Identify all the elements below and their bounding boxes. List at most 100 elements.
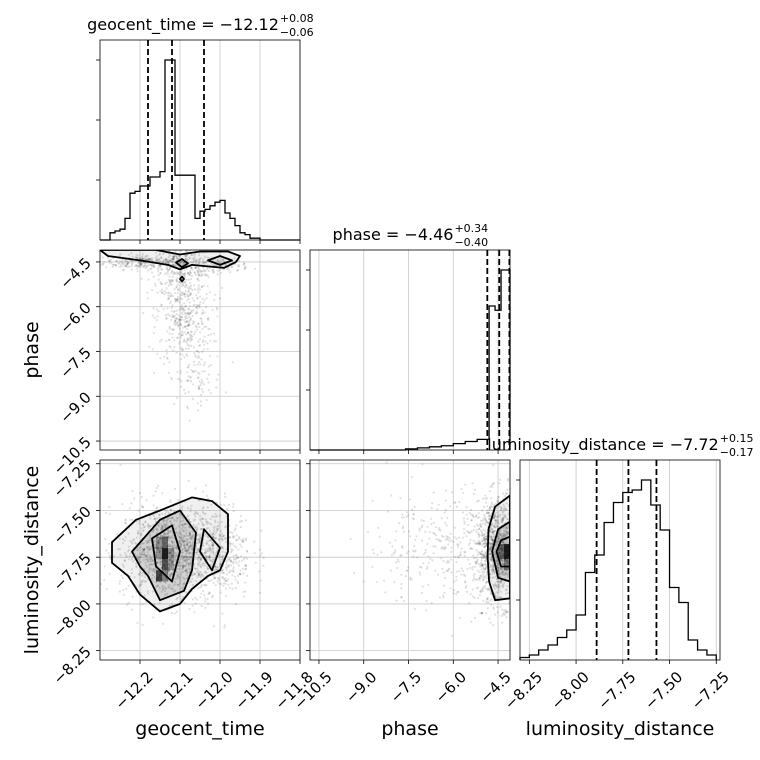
panel-frame — [99, 249, 301, 451]
sample-point — [216, 525, 219, 528]
sample-point — [492, 515, 495, 519]
sample-point — [195, 294, 198, 297]
sample-point — [425, 567, 428, 570]
sample-point — [227, 565, 230, 568]
sample-point — [201, 562, 204, 565]
sample-point — [157, 550, 161, 554]
sample-point — [472, 574, 475, 577]
sample-point — [168, 269, 171, 272]
sample-point — [194, 596, 197, 599]
sample-point — [239, 514, 242, 518]
sample-point — [140, 257, 143, 260]
sample-point — [213, 340, 216, 343]
sample-point — [193, 299, 196, 302]
sample-point — [154, 571, 157, 574]
sample-point — [197, 557, 200, 560]
sample-point — [349, 537, 352, 541]
sample-point — [186, 286, 189, 289]
sample-point — [199, 532, 202, 536]
sample-point — [164, 258, 167, 261]
sample-point — [499, 581, 502, 584]
sample-point — [401, 513, 404, 516]
sample-point — [158, 586, 161, 590]
sample-point — [191, 577, 194, 580]
sample-point — [171, 554, 174, 557]
sample-point — [176, 242, 178, 244]
sample-point — [168, 551, 171, 554]
sample-point — [141, 548, 144, 551]
sample-point — [479, 612, 482, 615]
sample-point — [225, 569, 228, 572]
sample-point — [186, 258, 189, 261]
sample-point — [487, 601, 490, 604]
sample-point — [178, 342, 181, 345]
sample-point — [407, 566, 410, 569]
sample-point — [206, 494, 209, 497]
sample-point — [206, 273, 209, 277]
sample-point — [180, 284, 183, 287]
sample-point — [482, 571, 485, 575]
sample-point — [206, 567, 209, 570]
sample-point — [161, 527, 164, 530]
sample-point — [230, 564, 233, 567]
sample-point — [491, 566, 494, 569]
sample-point — [198, 306, 201, 309]
sample-point — [173, 564, 176, 567]
sample-point — [504, 572, 507, 575]
sample-point — [176, 322, 179, 325]
sample-point — [459, 551, 462, 554]
sample-point — [488, 507, 491, 510]
sample-point — [134, 541, 137, 545]
sample-point — [428, 537, 431, 540]
sample-point — [490, 536, 493, 539]
y-tick-label: −9.0 — [56, 388, 94, 426]
sample-point — [204, 305, 208, 309]
sample-point — [219, 562, 222, 565]
sample-point — [153, 282, 156, 285]
sample-point — [180, 331, 183, 334]
sample-point — [141, 252, 144, 255]
sample-point — [158, 259, 161, 262]
sample-point — [500, 559, 503, 562]
sample-point — [149, 537, 152, 540]
sample-point — [181, 304, 184, 307]
sample-point — [191, 549, 194, 552]
sample-point — [497, 563, 500, 566]
sample-point — [513, 544, 515, 546]
sample-point — [139, 560, 142, 564]
sample-point — [183, 577, 186, 581]
sample-point — [239, 526, 242, 529]
sample-point — [122, 593, 125, 596]
sample-point — [193, 370, 196, 373]
sample-point — [236, 264, 239, 267]
sample-point — [201, 297, 204, 300]
sample-point — [228, 536, 231, 539]
sample-point — [426, 542, 429, 546]
sample-point — [489, 553, 493, 556]
sample-point — [414, 608, 417, 611]
sample-point — [469, 566, 472, 570]
sample-point — [210, 534, 213, 537]
sample-point — [176, 575, 180, 578]
sample-point — [142, 523, 145, 527]
sample-point — [174, 317, 177, 320]
sample-point — [470, 519, 473, 522]
sample-point — [198, 338, 201, 341]
sample-point — [437, 503, 440, 506]
sample-point — [493, 516, 496, 520]
sample-point — [486, 588, 489, 591]
sample-point — [259, 548, 262, 551]
sample-point — [511, 533, 513, 535]
sample-point — [170, 561, 174, 564]
sample-point — [482, 599, 485, 602]
sample-point — [200, 320, 203, 323]
sample-point — [495, 540, 498, 543]
sample-point — [163, 523, 167, 527]
sample-point — [124, 552, 127, 555]
sample-point — [489, 543, 492, 546]
sample-point — [165, 352, 169, 355]
sample-point — [229, 547, 232, 551]
density-cell — [162, 547, 168, 560]
sample-point — [208, 591, 211, 594]
sample-point — [167, 568, 171, 571]
